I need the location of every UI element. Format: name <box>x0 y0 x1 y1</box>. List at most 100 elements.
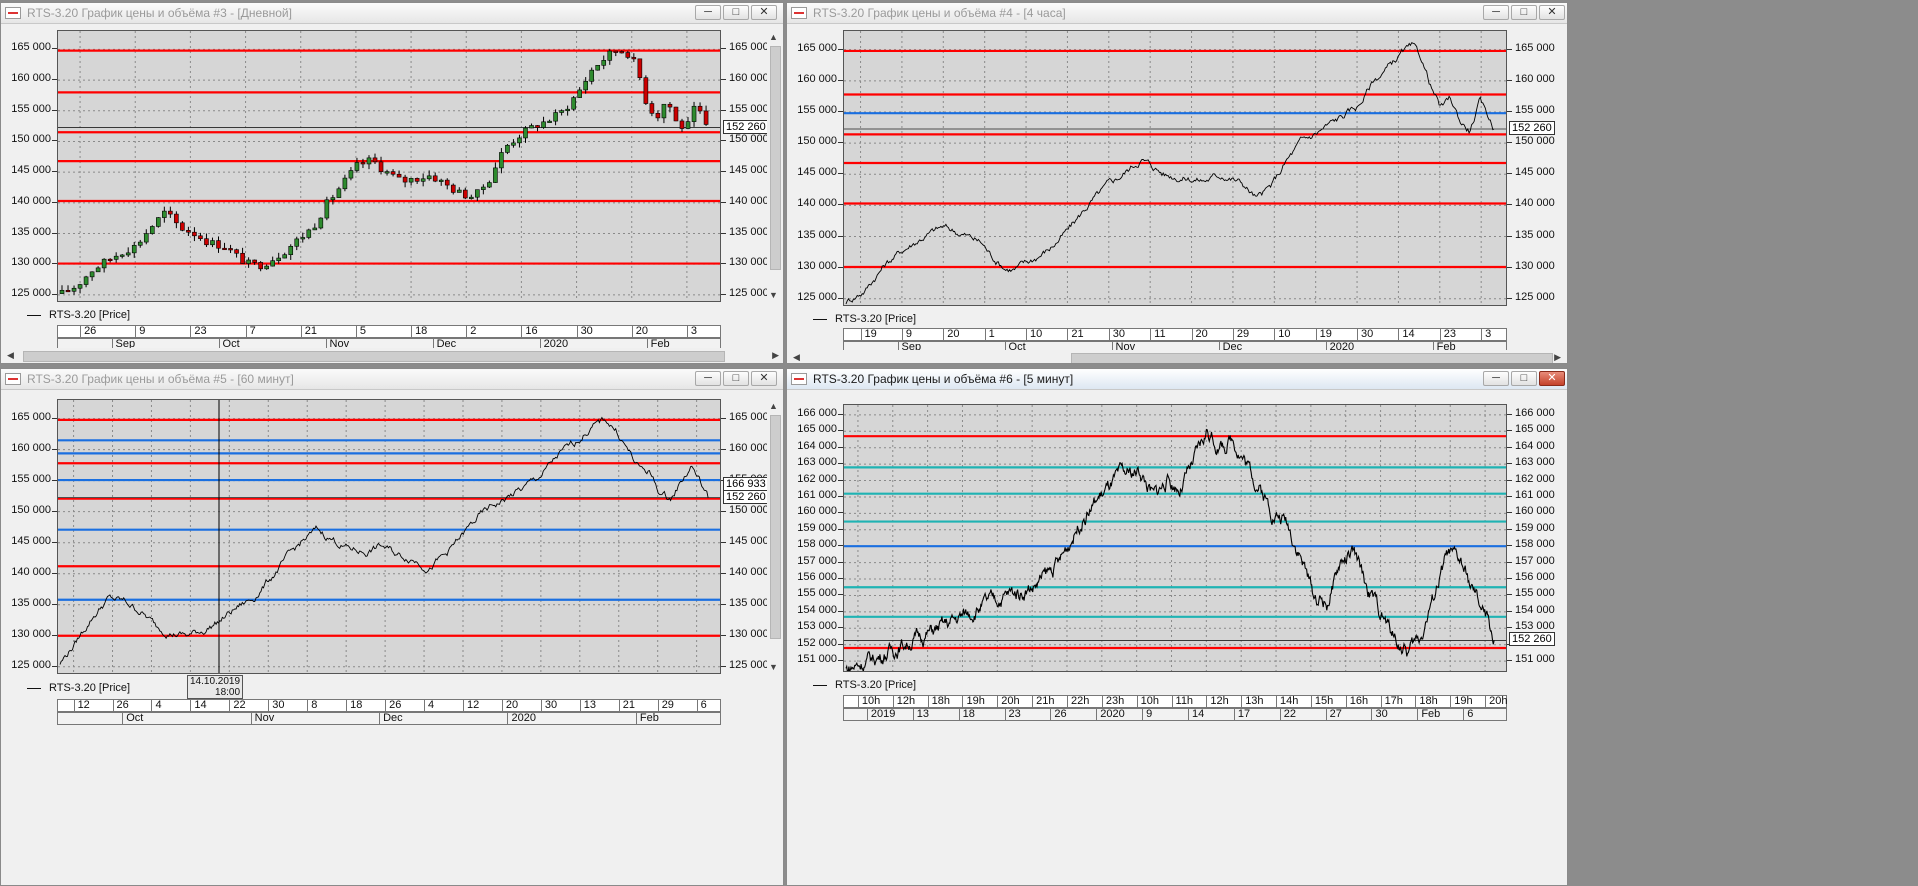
candle-body[interactable] <box>697 105 703 112</box>
candle-body[interactable] <box>372 157 378 163</box>
title-bar[interactable]: RTS-3.20 График цены и объёма #6 - [5 ми… <box>787 369 1567 390</box>
chart-window-60m[interactable]: RTS-3.20 График цены и объёма #5 - [60 м… <box>0 368 784 886</box>
candle-body[interactable] <box>125 252 131 256</box>
candle-body[interactable] <box>475 189 480 198</box>
candle-body[interactable] <box>276 257 281 261</box>
close-button[interactable]: ✕ <box>751 5 777 20</box>
candle-body[interactable] <box>240 252 245 264</box>
scroll-up-arrow-icon[interactable]: ▲ <box>769 401 778 411</box>
candle-body[interactable] <box>487 182 492 188</box>
candle-body[interactable] <box>360 162 366 165</box>
candle-body[interactable] <box>162 210 167 218</box>
candle-body[interactable] <box>577 89 582 98</box>
candle-body[interactable] <box>607 50 613 61</box>
candle-body[interactable] <box>198 235 203 239</box>
candle-body[interactable] <box>505 144 510 153</box>
scroll-thumb[interactable] <box>770 46 781 270</box>
candle-body[interactable] <box>174 213 179 224</box>
candle-body[interactable] <box>65 289 71 293</box>
candle-body[interactable] <box>637 58 643 79</box>
candle-body[interactable] <box>312 227 318 231</box>
candle-body[interactable] <box>186 230 191 233</box>
candle-body[interactable] <box>511 142 516 146</box>
title-bar[interactable]: RTS-3.20 График цены и объёма #3 - [Днев… <box>1 3 783 24</box>
candle-body[interactable] <box>462 189 468 199</box>
candle-body[interactable] <box>222 247 227 251</box>
candle-body[interactable] <box>83 276 89 285</box>
candle-body[interactable] <box>101 258 107 269</box>
candle-body[interactable] <box>354 162 360 171</box>
price-chart-plot[interactable] <box>843 404 1507 672</box>
candle-body[interactable] <box>348 170 354 179</box>
candle-body[interactable] <box>438 179 444 182</box>
candle-body[interactable] <box>583 81 588 91</box>
scroll-right-arrow-icon[interactable]: ▶ <box>772 350 779 360</box>
candle-body[interactable] <box>252 259 257 263</box>
candle-body[interactable] <box>667 103 673 108</box>
candle-body[interactable] <box>481 186 486 190</box>
candle-body[interactable] <box>703 110 709 125</box>
candle-body[interactable] <box>547 120 552 123</box>
candle-body[interactable] <box>444 179 450 186</box>
candle-body[interactable] <box>228 248 233 251</box>
title-bar[interactable]: RTS-3.20 График цены и объёма #5 - [60 м… <box>1 369 783 390</box>
candle-body[interactable] <box>258 262 263 270</box>
candle-body[interactable] <box>89 271 95 278</box>
candle-body[interactable] <box>469 196 474 199</box>
maximize-button[interactable]: □ <box>723 5 749 20</box>
chart-window-5m[interactable]: RTS-3.20 График цены и объёма #6 - [5 ми… <box>786 368 1568 886</box>
candle-body[interactable] <box>168 210 173 215</box>
candle-body[interactable] <box>517 137 522 144</box>
close-button[interactable]: ✕ <box>751 371 777 386</box>
candle-body[interactable] <box>661 103 667 119</box>
candle-body[interactable] <box>595 65 601 71</box>
candle-body[interactable] <box>523 127 528 139</box>
candle-body[interactable] <box>204 238 209 246</box>
candle-body[interactable] <box>426 175 432 180</box>
candle-body[interactable] <box>270 260 275 267</box>
candle-body[interactable] <box>77 284 83 289</box>
candle-body[interactable] <box>450 184 456 193</box>
candle-body[interactable] <box>119 254 125 257</box>
candle-body[interactable] <box>137 241 143 246</box>
title-bar[interactable]: RTS-3.20 График цены и объёма #4 - [4 ча… <box>787 3 1567 24</box>
candle-body[interactable] <box>541 121 546 128</box>
vertical-scrollbar[interactable]: ▲ ▼ <box>767 30 783 302</box>
candle-body[interactable] <box>559 110 564 113</box>
candle-body[interactable] <box>499 152 504 169</box>
maximize-button[interactable]: □ <box>1511 371 1537 386</box>
candle-body[interactable] <box>432 175 438 182</box>
minimize-button[interactable]: ─ <box>695 371 721 386</box>
minimize-button[interactable]: ─ <box>1483 5 1509 20</box>
maximize-button[interactable]: □ <box>1511 5 1537 20</box>
candle-body[interactable] <box>143 233 149 243</box>
chart-window-daily[interactable]: RTS-3.20 График цены и объёма #3 - [Днев… <box>0 2 784 364</box>
horizontal-scrollbar[interactable]: ◀ ▶ <box>5 348 781 363</box>
candle-body[interactable] <box>59 289 65 294</box>
candle-body[interactable] <box>378 161 384 172</box>
candle-body[interactable] <box>282 254 288 259</box>
candle-body[interactable] <box>493 167 498 183</box>
candle-body[interactable] <box>414 178 420 182</box>
candle-body[interactable] <box>565 108 570 112</box>
candle-body[interactable] <box>336 188 342 198</box>
scroll-up-arrow-icon[interactable]: ▲ <box>769 32 778 42</box>
vertical-scrollbar[interactable]: ▲ ▼ <box>767 399 783 674</box>
candle-body[interactable] <box>300 237 306 240</box>
candle-body[interactable] <box>149 226 155 234</box>
maximize-button[interactable]: □ <box>723 371 749 386</box>
candle-body[interactable] <box>264 265 269 270</box>
candle-body[interactable] <box>306 229 312 238</box>
close-button[interactable]: ✕ <box>1539 5 1565 20</box>
candle-body[interactable] <box>324 199 330 219</box>
candle-body[interactable] <box>691 105 697 122</box>
candle-body[interactable] <box>535 125 540 128</box>
candle-body[interactable] <box>420 178 426 182</box>
scroll-left-arrow-icon[interactable]: ◀ <box>793 352 800 362</box>
candle-body[interactable] <box>685 121 691 129</box>
candle-body[interactable] <box>655 112 661 119</box>
candle-body[interactable] <box>330 197 336 201</box>
price-chart-plot[interactable] <box>57 399 721 674</box>
candle-body[interactable] <box>384 171 390 174</box>
candle-body[interactable] <box>396 173 402 178</box>
